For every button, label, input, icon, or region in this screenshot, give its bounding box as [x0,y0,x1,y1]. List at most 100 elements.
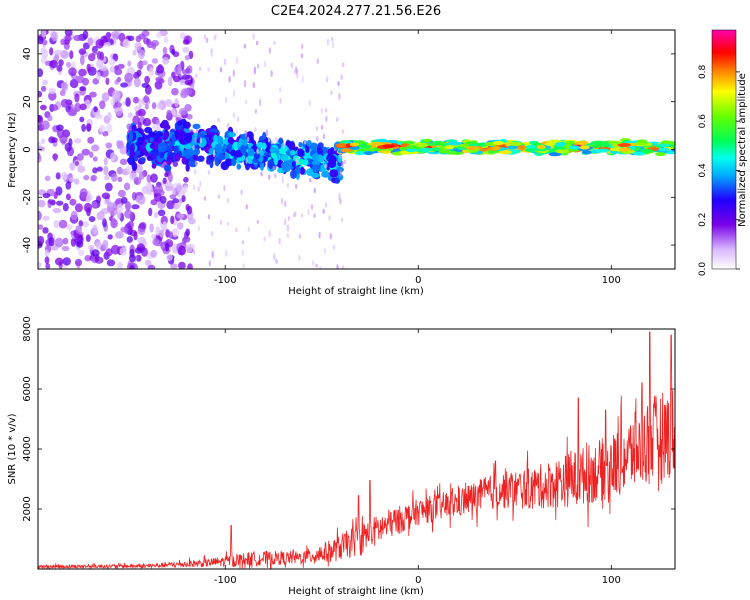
spectrogram-blob [183,88,193,95]
spectrogram-blob [64,35,72,42]
colorbar-axis: 0.0 0.2 0.4 0.6 0.8 [698,64,740,276]
spectrogram-blob [226,221,230,227]
y-tick-label: 0 [22,146,33,152]
spectrogram-blob [85,196,91,203]
spectrogram-blob [281,175,284,184]
spectrogram-blob [88,53,96,62]
spectrogram-blob [300,53,304,59]
spectrogram-blob [329,233,332,240]
spectrogram-blob [284,218,287,227]
spectrogram-blob [170,263,178,269]
spectrogram-blob [64,142,72,152]
spectrogram-blob [166,254,173,262]
spectrogram-blob [167,76,173,87]
spectrogram-blob [325,115,328,123]
spectrogram-blob [447,141,462,146]
spectrogram-blob [135,254,142,262]
spectrogram-blob [341,264,345,269]
spectrogram-blob [198,66,202,71]
spectrogram-blob [166,109,172,119]
spectrogram-blob [658,147,670,152]
spectrogram-blob [109,66,115,73]
spectrogram-blob [210,50,213,58]
spectrogram-blob [69,198,77,206]
colorbar-tick-label: 0.4 [698,163,708,178]
spectrogram-blob [241,240,245,245]
spectrogram-blob [309,178,312,183]
spectrogram-blob [142,118,152,127]
spectrogram-blob [42,227,49,234]
spectrogram-blob [185,204,190,211]
spectrogram-blob [144,103,149,110]
spectrogram-blob [157,64,163,71]
spectrogram-blob [132,96,140,104]
spectrogram-blob [124,72,134,83]
spectrogram-blob [597,141,609,146]
spectrogram-blob [536,144,546,149]
spectrogram-blob [117,261,123,269]
spectrogram-blob [177,222,184,230]
spectrogram-blob [184,55,190,61]
spectrogram-blob [240,144,246,155]
spectrogram-blob [343,159,346,165]
spectrogram-blob [508,141,522,146]
spectrogram-blob [110,244,120,255]
spectrogram-blob [192,123,201,130]
snr-panel: -100 0 100 2000 4000 6000 8000 Height of stra… [7,316,676,597]
spectrogram-blob [245,203,248,210]
spectrogram-blob [274,173,277,179]
spectrogram-blob [74,160,80,166]
spectrogram-blob [278,237,281,245]
spectrogram-blob [305,144,310,153]
spectrogram-blob [164,172,170,178]
spectrogram-blob [339,198,342,205]
spectrogram-blob [52,207,62,214]
y-tick-label: 6000 [22,376,33,401]
spectrogram-blob [219,220,223,226]
spectrogram-blob [199,137,203,144]
spectrogram-blob [75,225,83,234]
spectrogram-blob [68,67,77,76]
spectrogram-blob [53,220,59,228]
spectrogram-blob [118,32,126,42]
spectrogram-blob [150,249,158,258]
spectrogram-blob [438,149,452,154]
spectrogram-blob [320,146,329,155]
spectrogram-blob [78,220,84,227]
spectrogram-blob [235,56,239,65]
spectrogram-blob [48,237,55,247]
spectrogram-blob [172,161,179,167]
spectrogram-blob [181,74,190,80]
y-tick-label: 8000 [22,316,33,341]
spectrogram-blob [119,247,127,256]
spectrogram-blob [382,144,396,149]
spectrogram-blob [332,244,336,251]
spectrogram-blob [185,228,190,237]
spectrogram-blob [129,131,134,142]
spectrogram-blob [185,163,190,172]
spectrogram-blob [41,120,50,130]
spectrogram-blob [182,121,191,129]
spectrogram-blob [149,223,154,233]
spectrogram-blob [102,239,109,250]
spectrogram-blob [341,129,345,135]
spectrogram-blob [162,221,167,230]
spectrogram-blob [262,131,267,140]
spectrogram-blob [324,163,327,169]
spectrogram-blob [337,81,340,87]
spectrogram-blob [227,137,235,145]
snr-series-line [38,331,675,569]
spectrogram-blob [73,34,83,42]
spectrogram-blob [149,67,154,76]
spectrogram-blob [115,199,121,205]
spectrogram-blob [294,210,297,217]
spectrogram-blob [582,150,593,155]
spectrogram-blob [329,169,339,178]
spectrogram-blob [69,50,74,60]
spectrogram-blob [186,114,193,120]
y-tick-label: 40 [22,48,33,61]
spectrogram-blob [152,142,159,152]
spectrogram-blob [38,115,44,124]
spectrogram-blob [69,162,76,171]
spectrogram-blob [654,152,667,157]
